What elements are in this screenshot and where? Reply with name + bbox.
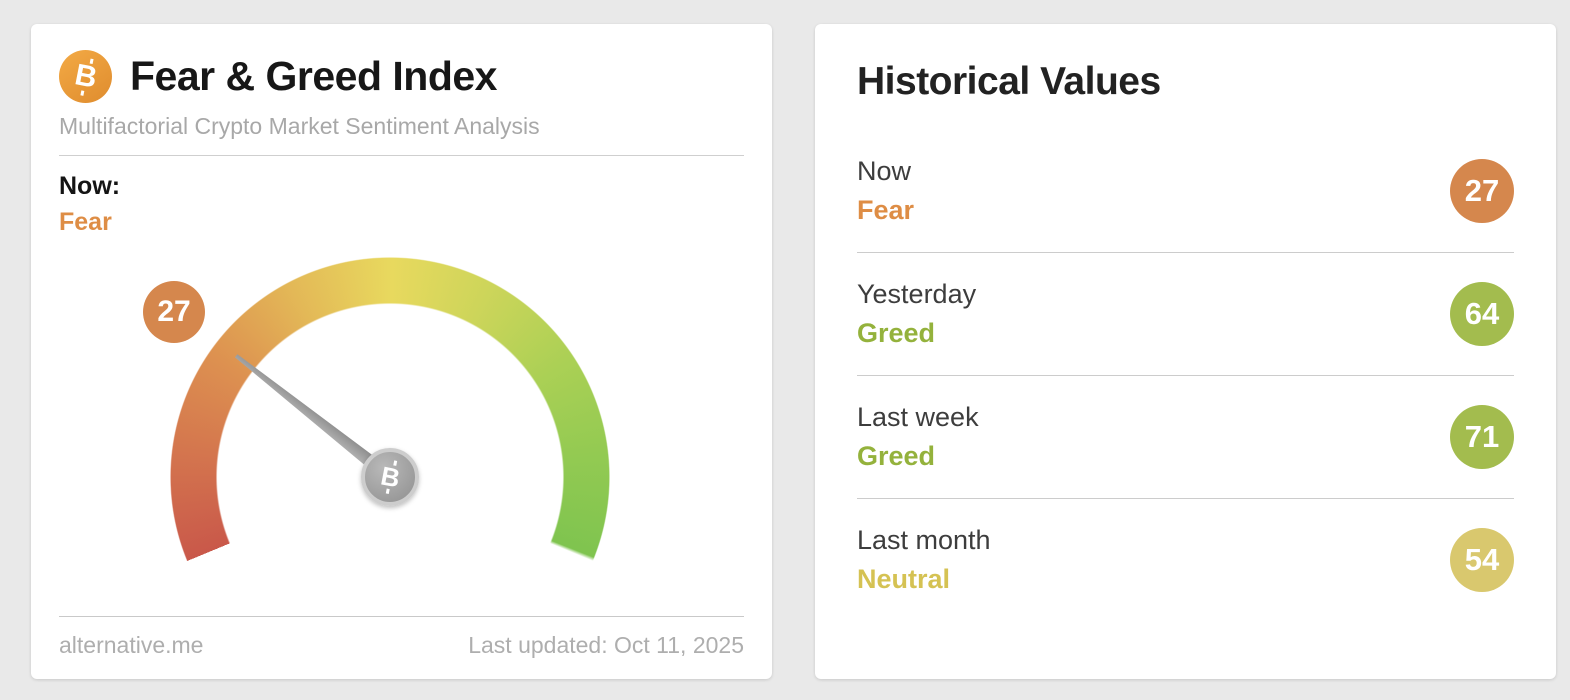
- history-row-classification: Neutral: [857, 564, 951, 594]
- history-row-last-week: Last week Greed 71: [857, 375, 1514, 498]
- history-row-classification: Greed: [857, 441, 936, 471]
- card-header: B Fear & Greed Index: [59, 50, 744, 103]
- gauge-hub-bitcoin-icon: B: [361, 448, 419, 506]
- source-link[interactable]: alternative.me: [59, 632, 204, 658]
- history-row-label: Last month: [857, 525, 991, 555]
- history-row-label: Now: [857, 156, 912, 186]
- now-label: Now:: [59, 172, 121, 200]
- history-value-badge: 64: [1450, 282, 1514, 346]
- now-classification: Fear: [59, 208, 112, 236]
- history-row-text: Last week Greed: [857, 402, 979, 472]
- bitcoin-glyph: B: [377, 460, 403, 494]
- last-updated-text: Last updated: Oct 11, 2025: [468, 632, 744, 658]
- bitcoin-icon: B: [59, 50, 112, 103]
- history-row-classification: Greed: [857, 318, 936, 348]
- gauge-chart: 27 B: [110, 247, 670, 697]
- history-value-badge: 71: [1450, 405, 1514, 469]
- bitcoin-glyph: B: [71, 57, 100, 95]
- history-row-label: Yesterday: [857, 279, 977, 309]
- history-row-yesterday: Yesterday Greed 64: [857, 252, 1514, 375]
- card-subtitle: Multifactorial Crypto Market Sentiment A…: [59, 113, 540, 139]
- historical-values-card: Historical Values Now Fear 27 Yesterday …: [815, 24, 1556, 679]
- history-row-text: Yesterday Greed: [857, 279, 976, 349]
- history-row-text: Last month Neutral: [857, 525, 991, 595]
- history-row-now: Now Fear 27: [857, 130, 1514, 252]
- history-row-label: Last week: [857, 402, 979, 432]
- fear-greed-index-card: B Fear & Greed Index Multifactorial Cryp…: [31, 24, 772, 697]
- gauge-value-badge: 27: [143, 281, 205, 343]
- history-row-text: Now Fear: [857, 156, 914, 226]
- history-value-badge: 54: [1450, 528, 1514, 592]
- history-value-badge: 27: [1450, 159, 1514, 223]
- header-divider: [59, 155, 744, 156]
- card-footer: alternative.me Last updated: Oct 11, 202…: [59, 616, 744, 659]
- history-row-classification: Fear: [857, 195, 915, 225]
- history-row-last-month: Last month Neutral 54: [857, 498, 1514, 621]
- historical-title: Historical Values: [857, 60, 1161, 103]
- card-title: Fear & Greed Index: [130, 53, 497, 99]
